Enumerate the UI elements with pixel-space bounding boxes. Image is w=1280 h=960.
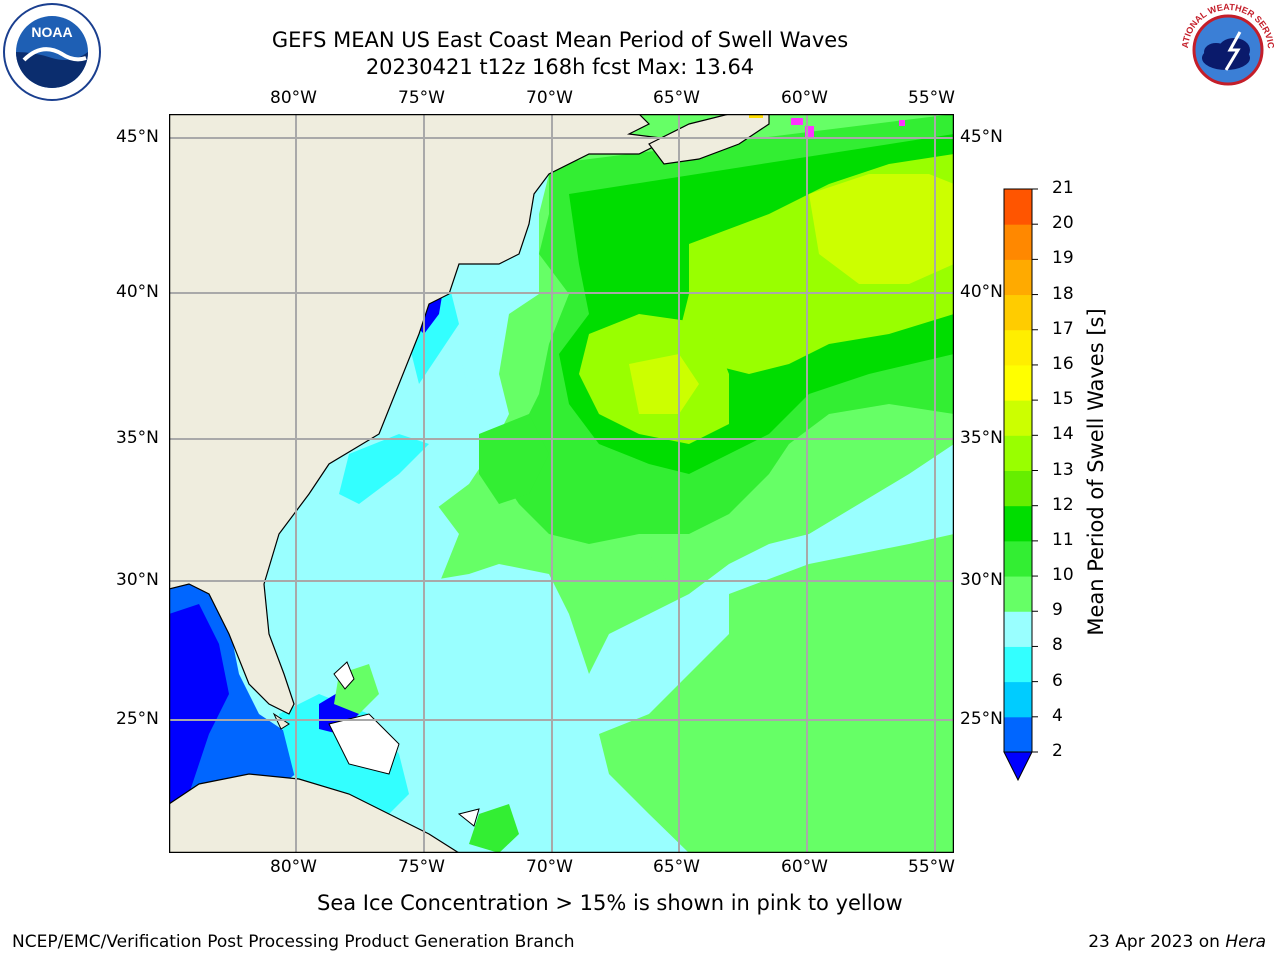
colorbar-segment xyxy=(1004,646,1032,683)
land-north-america xyxy=(169,114,672,715)
colorbar-segment xyxy=(1004,505,1032,542)
lat-label-left: 25°N xyxy=(116,709,159,729)
sea-ice-marker xyxy=(791,118,803,125)
lon-label-bottom: 70°W xyxy=(526,857,573,877)
nws-logo: NATIONAL WEATHER SERVICE xyxy=(1178,2,1276,96)
chart-title: GEFS MEAN US East Coast Mean Period of S… xyxy=(271,28,849,52)
noaa-logo: NOAA xyxy=(3,3,101,101)
colorbar-title-wrap: Mean Period of Swell Waves [s] xyxy=(1084,290,1110,650)
colorbar-tick-label: 20 xyxy=(1052,213,1074,234)
colorbar-tick-label: 11 xyxy=(1052,529,1074,550)
colorbar-segment xyxy=(1004,716,1032,753)
map-frame xyxy=(169,114,954,853)
svg-text:NOAA: NOAA xyxy=(31,24,72,40)
sea-ice-note: Sea Ice Concentration > 15% is shown in … xyxy=(317,891,903,915)
land-cuba xyxy=(169,773,461,853)
lat-label-left: 30°N xyxy=(116,570,159,590)
footer-date: 23 Apr 2023 on Hera xyxy=(1088,932,1266,952)
footer-branch: NCEP/EMC/Verification Post Processing Pr… xyxy=(12,932,575,952)
graticule xyxy=(169,114,954,853)
colorbar-segment xyxy=(1004,224,1032,260)
colorbar-segment xyxy=(1004,470,1032,507)
colorbar-segment xyxy=(1004,611,1032,647)
colorbar-tick-label: 8 xyxy=(1052,635,1063,656)
lon-label-top: 65°W xyxy=(653,88,700,108)
lat-label-left: 40°N xyxy=(116,282,159,302)
colorbar-tick-label: 9 xyxy=(1052,600,1063,621)
colorbar-segment xyxy=(1004,364,1032,401)
lat-label-right: 45°N xyxy=(960,127,1003,147)
colorbar-tick-label: 18 xyxy=(1052,283,1074,304)
colorbar-segment xyxy=(1004,435,1032,471)
swell-period-map xyxy=(169,114,954,853)
lat-label-right: 35°N xyxy=(960,428,1003,448)
lat-label-left: 45°N xyxy=(116,127,159,147)
lon-label-top: 60°W xyxy=(781,88,828,108)
colorbar-tick-label: 4 xyxy=(1052,705,1063,726)
colorbar-tick-label: 15 xyxy=(1052,389,1074,410)
colorbar xyxy=(1003,188,1038,782)
colorbar-segment xyxy=(1004,540,1032,577)
colorbar-tick-label: 12 xyxy=(1052,494,1074,515)
colorbar-segment xyxy=(1004,329,1032,366)
colorbar-segment xyxy=(1004,294,1032,331)
colorbar-title: Mean Period of Swell Waves [s] xyxy=(1084,308,1108,636)
chart-subtitle: 20230421 t12z 168h fcst Max: 13.64 xyxy=(365,55,755,79)
colorbar-tick-label: 2 xyxy=(1052,741,1063,761)
lon-label-top: 70°W xyxy=(526,88,573,108)
lon-label-top: 75°W xyxy=(398,88,445,108)
colorbar-tick-label: 6 xyxy=(1052,670,1063,691)
zone-13s xyxy=(809,174,954,284)
lat-label-right: 25°N xyxy=(960,709,1003,729)
lon-label-bottom: 80°W xyxy=(270,857,317,877)
colorbar-tick-label: 21 xyxy=(1052,178,1074,198)
footer-machine: Hera xyxy=(1225,932,1266,952)
lon-label-bottom: 60°W xyxy=(781,857,828,877)
zone-under-gulf xyxy=(169,604,229,804)
colorbar-segment xyxy=(1004,576,1032,612)
colorbar-segment xyxy=(1004,189,1032,225)
colorbar-segment xyxy=(1004,400,1032,436)
footer-date-text: 23 Apr 2023 on xyxy=(1088,932,1220,952)
lon-label-top: 80°W xyxy=(270,88,317,108)
colorbar-segment xyxy=(1004,259,1032,296)
colorbar-segment xyxy=(1004,681,1032,718)
lat-label-left: 35°N xyxy=(116,428,159,448)
lon-label-bottom: 65°W xyxy=(653,857,700,877)
colorbar-tick-label: 19 xyxy=(1052,248,1074,269)
colorbar-tick-label: 17 xyxy=(1052,318,1074,339)
lon-label-bottom: 75°W xyxy=(398,857,445,877)
colorbar-tick-label: 10 xyxy=(1052,565,1074,586)
colorbar-under-triangle xyxy=(1003,751,1033,782)
lat-label-right: 40°N xyxy=(960,282,1003,302)
colorbar-tick-label: 14 xyxy=(1052,424,1074,445)
colorbar-tick-label: 16 xyxy=(1052,353,1074,374)
lon-label-bottom: 55°W xyxy=(908,857,955,877)
lon-label-top: 55°W xyxy=(908,88,955,108)
lat-label-right: 30°N xyxy=(960,570,1003,590)
zone-9s-south xyxy=(599,534,954,853)
colorbar-tick-label: 13 xyxy=(1052,459,1074,480)
